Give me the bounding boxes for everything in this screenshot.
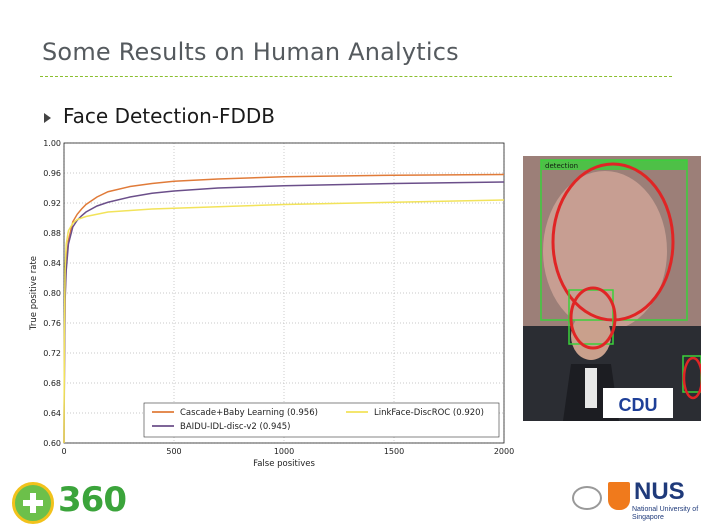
- nus-subtitle: National University of Singapore: [632, 506, 699, 521]
- wechat-icon: [572, 486, 602, 510]
- x-tick-label: 2000: [494, 447, 514, 456]
- y-tick-label: 0.64: [43, 409, 61, 418]
- y-tick-label: 0.84: [43, 259, 61, 268]
- y-tick-label: 0.96: [43, 169, 61, 178]
- cdu-sign: CDU: [619, 395, 658, 415]
- y-axis-label: True positive rate: [29, 256, 39, 331]
- y-tick-label: 1.00: [43, 139, 61, 148]
- y-tick-label: 0.88: [43, 229, 61, 238]
- nus-logo: NUS National University of Singapore: [572, 478, 702, 526]
- legend-label: Cascade+Baby Learning (0.956): [180, 408, 318, 418]
- nus-name: NUS: [634, 478, 685, 505]
- y-tick-label: 0.76: [43, 319, 61, 328]
- bullet-arrow-icon: [44, 112, 51, 123]
- plus-logo-icon: [12, 482, 54, 524]
- bullet-text: Face Detection-FDDB: [63, 104, 275, 128]
- x-tick-label: 500: [166, 447, 181, 456]
- face-detection-photo: CDU detection: [523, 156, 701, 421]
- series-line-2: [63, 181, 505, 444]
- x-tick-label: 0: [61, 447, 66, 456]
- nus-crest-icon: [608, 482, 630, 510]
- y-tick-label: 0.68: [43, 379, 61, 388]
- legend-box: [143, 402, 500, 438]
- y-tick-label: 0.60: [43, 439, 61, 448]
- roc-chart: 0.60 0.64 0.68 0.72 0.76 0.80 0.84 0.88 0.92 0.96…: [29, 139, 514, 469]
- x-tick-label: 1000: [274, 447, 294, 456]
- y-tick-label: 0.80: [43, 289, 61, 298]
- photo-illustration: CDU detection: [523, 156, 701, 421]
- y-tick-label: 0.92: [43, 199, 61, 208]
- x-axis-label: False positives: [253, 459, 315, 469]
- x-tick-label: 1500: [384, 447, 404, 456]
- legend-label: LinkFace-DiscROC (0.920): [374, 408, 484, 418]
- series-line-3: [63, 199, 505, 444]
- legend-label: BAIDU-IDL-disc-v2 (0.945): [180, 422, 291, 432]
- detection-label: detection: [545, 162, 578, 170]
- bullet-item: Face Detection-FDDB: [44, 104, 275, 128]
- title-divider: [40, 76, 672, 77]
- y-tick-label: 0.72: [43, 349, 61, 358]
- plot-frame: [63, 142, 505, 444]
- logo-360-text: 360: [58, 480, 127, 520]
- slide-title: Some Results on Human Analytics: [42, 38, 459, 66]
